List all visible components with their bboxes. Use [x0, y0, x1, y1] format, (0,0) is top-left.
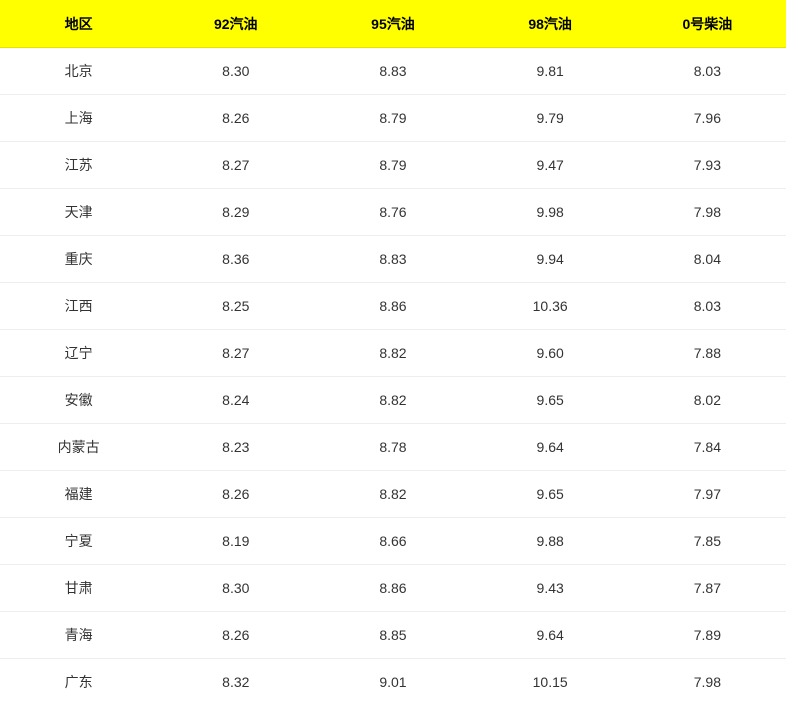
cell-value: 10.15: [472, 659, 629, 705]
col-header-92: 92汽油: [157, 0, 314, 48]
cell-value: 8.82: [314, 471, 471, 518]
cell-region: 广东: [0, 659, 157, 705]
cell-value: 8.04: [629, 236, 786, 283]
cell-value: 8.23: [157, 424, 314, 471]
cell-value: 9.94: [472, 236, 629, 283]
cell-value: 7.89: [629, 612, 786, 659]
table-row: 辽宁 8.27 8.82 9.60 7.88: [0, 330, 786, 377]
cell-value: 8.36: [157, 236, 314, 283]
table-row: 江西 8.25 8.86 10.36 8.03: [0, 283, 786, 330]
cell-value: 8.02: [629, 377, 786, 424]
cell-value: 9.88: [472, 518, 629, 565]
cell-value: 9.43: [472, 565, 629, 612]
cell-value: 8.27: [157, 142, 314, 189]
cell-value: 8.26: [157, 612, 314, 659]
cell-value: 8.29: [157, 189, 314, 236]
cell-value: 8.78: [314, 424, 471, 471]
cell-value: 9.65: [472, 471, 629, 518]
cell-value: 8.82: [314, 330, 471, 377]
cell-value: 8.30: [157, 48, 314, 95]
cell-value: 8.86: [314, 565, 471, 612]
cell-region: 甘肃: [0, 565, 157, 612]
table-row: 天津 8.29 8.76 9.98 7.98: [0, 189, 786, 236]
cell-value: 9.64: [472, 424, 629, 471]
cell-region: 福建: [0, 471, 157, 518]
cell-value: 8.83: [314, 48, 471, 95]
cell-value: 9.60: [472, 330, 629, 377]
cell-value: 8.24: [157, 377, 314, 424]
table-row: 安徽 8.24 8.82 9.65 8.02: [0, 377, 786, 424]
cell-value: 7.84: [629, 424, 786, 471]
cell-value: 8.79: [314, 95, 471, 142]
col-header-95: 95汽油: [314, 0, 471, 48]
table-row: 福建 8.26 8.82 9.65 7.97: [0, 471, 786, 518]
cell-value: 8.19: [157, 518, 314, 565]
table-row: 北京 8.30 8.83 9.81 8.03: [0, 48, 786, 95]
cell-value: 8.82: [314, 377, 471, 424]
table-header: 地区 92汽油 95汽油 98汽油 0号柴油: [0, 0, 786, 48]
cell-region: 重庆: [0, 236, 157, 283]
fuel-price-table: 地区 92汽油 95汽油 98汽油 0号柴油 北京 8.30 8.83 9.81…: [0, 0, 786, 705]
table-row: 江苏 8.27 8.79 9.47 7.93: [0, 142, 786, 189]
cell-value: 8.32: [157, 659, 314, 705]
table-row: 重庆 8.36 8.83 9.94 8.04: [0, 236, 786, 283]
cell-region: 辽宁: [0, 330, 157, 377]
cell-value: 9.65: [472, 377, 629, 424]
table-row: 甘肃 8.30 8.86 9.43 7.87: [0, 565, 786, 612]
cell-value: 7.93: [629, 142, 786, 189]
col-header-region: 地区: [0, 0, 157, 48]
cell-value: 7.97: [629, 471, 786, 518]
cell-value: 9.79: [472, 95, 629, 142]
cell-value: 7.85: [629, 518, 786, 565]
cell-value: 9.01: [314, 659, 471, 705]
cell-value: 7.98: [629, 659, 786, 705]
cell-value: 8.03: [629, 283, 786, 330]
cell-value: 7.98: [629, 189, 786, 236]
cell-value: 8.03: [629, 48, 786, 95]
cell-region: 宁夏: [0, 518, 157, 565]
table-row: 内蒙古 8.23 8.78 9.64 7.84: [0, 424, 786, 471]
cell-value: 8.26: [157, 95, 314, 142]
cell-region: 安徽: [0, 377, 157, 424]
col-header-98: 98汽油: [472, 0, 629, 48]
cell-value: 7.87: [629, 565, 786, 612]
cell-value: 9.98: [472, 189, 629, 236]
cell-value: 8.66: [314, 518, 471, 565]
cell-value: 8.83: [314, 236, 471, 283]
cell-region: 上海: [0, 95, 157, 142]
cell-region: 江西: [0, 283, 157, 330]
cell-value: 8.86: [314, 283, 471, 330]
cell-value: 8.76: [314, 189, 471, 236]
table-row: 青海 8.26 8.85 9.64 7.89: [0, 612, 786, 659]
cell-value: 7.88: [629, 330, 786, 377]
table-body: 北京 8.30 8.83 9.81 8.03 上海 8.26 8.79 9.79…: [0, 48, 786, 705]
cell-value: 8.30: [157, 565, 314, 612]
cell-region: 江苏: [0, 142, 157, 189]
cell-region: 内蒙古: [0, 424, 157, 471]
table-row: 广东 8.32 9.01 10.15 7.98: [0, 659, 786, 705]
cell-value: 10.36: [472, 283, 629, 330]
cell-region: 北京: [0, 48, 157, 95]
cell-value: 9.47: [472, 142, 629, 189]
cell-value: 8.27: [157, 330, 314, 377]
cell-value: 8.26: [157, 471, 314, 518]
table-row: 上海 8.26 8.79 9.79 7.96: [0, 95, 786, 142]
cell-region: 青海: [0, 612, 157, 659]
cell-region: 天津: [0, 189, 157, 236]
cell-value: 7.96: [629, 95, 786, 142]
table-row: 宁夏 8.19 8.66 9.88 7.85: [0, 518, 786, 565]
cell-value: 9.64: [472, 612, 629, 659]
col-header-diesel: 0号柴油: [629, 0, 786, 48]
cell-value: 8.79: [314, 142, 471, 189]
cell-value: 8.85: [314, 612, 471, 659]
cell-value: 9.81: [472, 48, 629, 95]
cell-value: 8.25: [157, 283, 314, 330]
